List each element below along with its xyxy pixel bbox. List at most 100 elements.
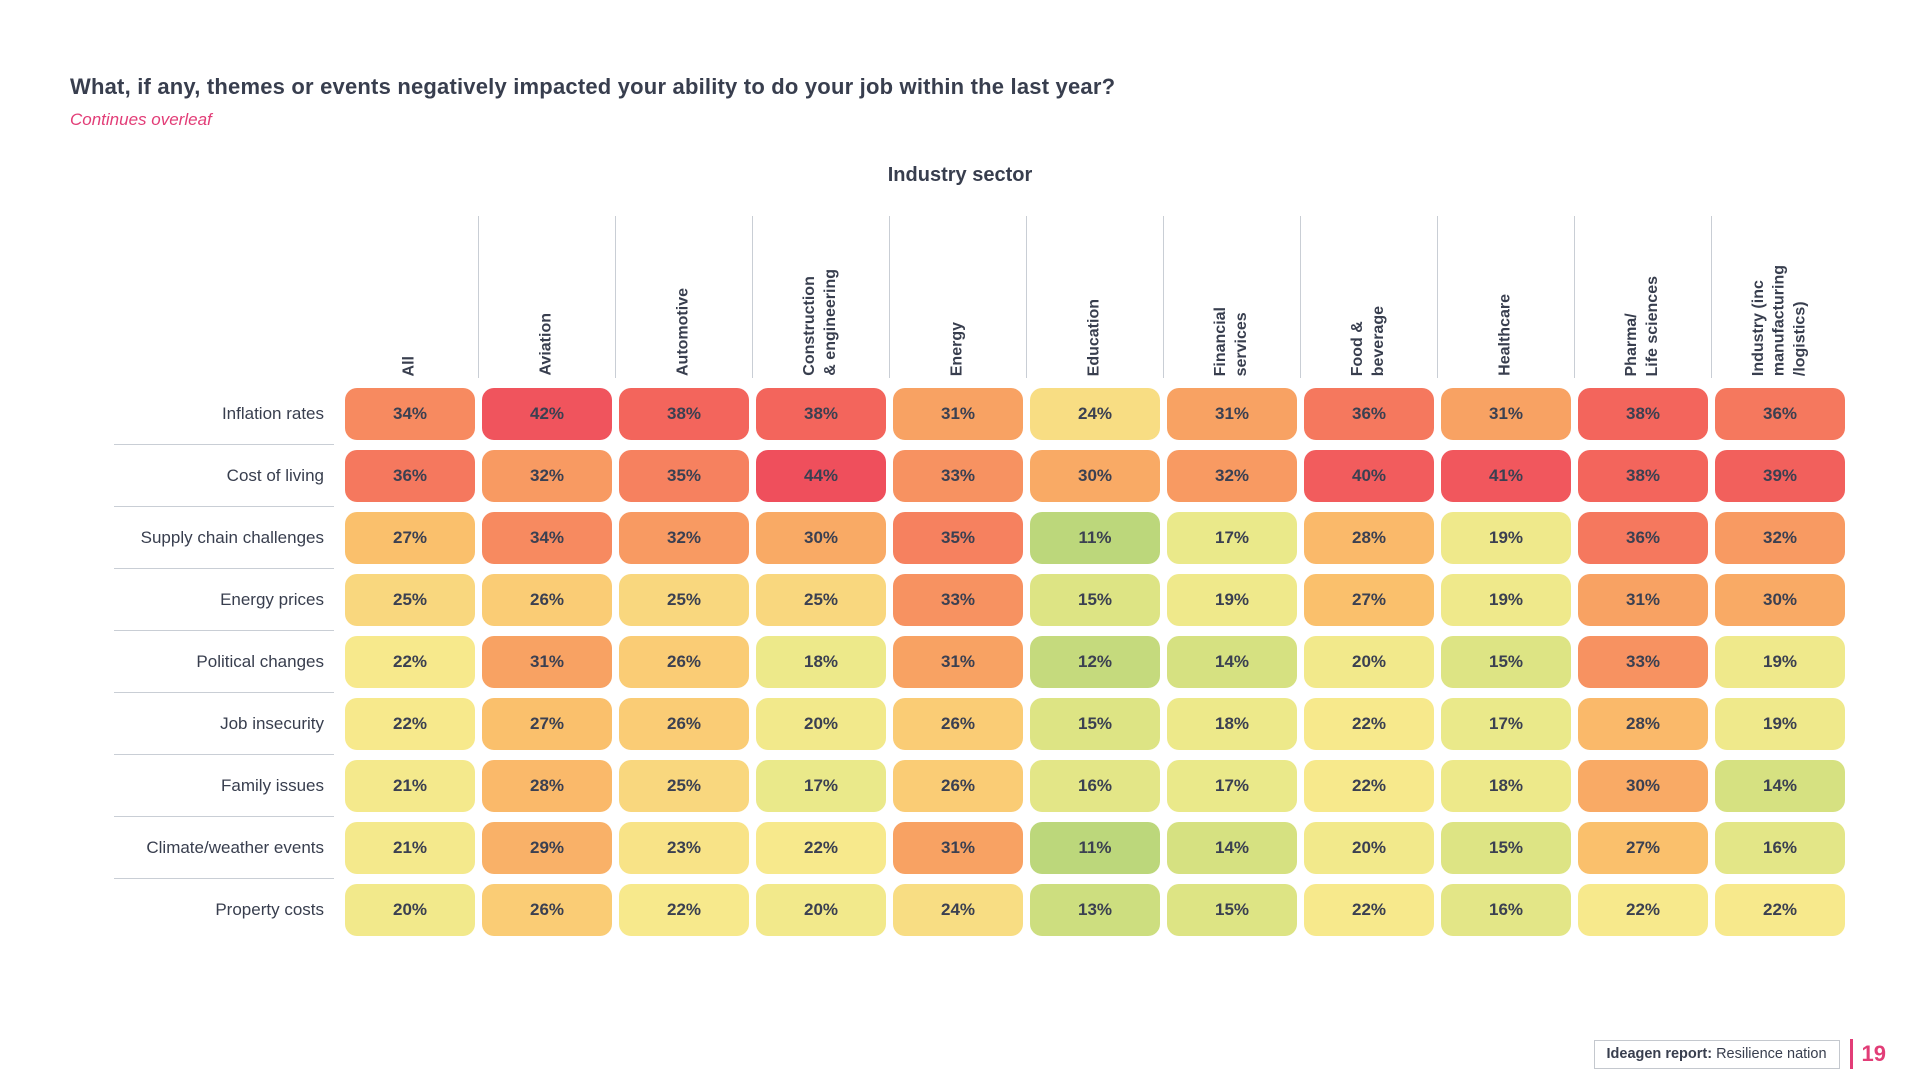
- column-header-label: Healthcare: [1496, 294, 1514, 376]
- heatmap-cell: 30%: [1578, 760, 1708, 812]
- heatmap-cell: 11%: [1030, 822, 1160, 874]
- row-label: Supply chain challenges: [70, 512, 338, 569]
- heatmap-cell: 26%: [482, 574, 612, 626]
- heatmap-cell: 26%: [893, 760, 1023, 812]
- column-header: Financial services: [1163, 216, 1297, 378]
- heatmap-cell: 39%: [1715, 450, 1845, 502]
- heatmap-cell: 32%: [1167, 450, 1297, 502]
- heatmap-cell: 27%: [482, 698, 612, 750]
- heatmap-cell: 31%: [1441, 388, 1571, 440]
- heatmap-cell: 41%: [1441, 450, 1571, 502]
- industry-sector-header: Industry sector: [887, 164, 1033, 186]
- heatmap-cell: 18%: [1167, 698, 1297, 750]
- heatmap-cell: 11%: [1030, 512, 1160, 564]
- heatmap-cell: 22%: [345, 636, 475, 688]
- heatmap-cell: 16%: [1441, 884, 1571, 936]
- heatmap-cell: 33%: [1578, 636, 1708, 688]
- heatmap-cell: 30%: [756, 512, 886, 564]
- row-label: Energy prices: [70, 574, 338, 631]
- heatmap-cell: 20%: [1304, 636, 1434, 688]
- heatmap-cell: 42%: [482, 388, 612, 440]
- footer-divider: [1849, 1039, 1853, 1069]
- heatmap-cell: 32%: [619, 512, 749, 564]
- heatmap-cell: 33%: [893, 450, 1023, 502]
- heatmap-cell: 16%: [1715, 822, 1845, 874]
- heatmap-cell: 36%: [345, 450, 475, 502]
- column-header-label: Education: [1085, 298, 1103, 376]
- heatmap-cell: 22%: [1578, 884, 1708, 936]
- heatmap-cell: 13%: [1030, 884, 1160, 936]
- heatmap-cell: 17%: [756, 760, 886, 812]
- report-footer-name: Resilience nation: [1716, 1045, 1827, 1062]
- heatmap-cell: 22%: [1715, 884, 1845, 936]
- heatmap-cell: 20%: [345, 884, 475, 936]
- row-label: Property costs: [215, 900, 324, 919]
- column-header: Energy: [889, 216, 1023, 378]
- heatmap-cell: 21%: [345, 822, 475, 874]
- heatmap-cell: 35%: [619, 450, 749, 502]
- heatmap-cell: 28%: [482, 760, 612, 812]
- heatmap-cell: 24%: [893, 884, 1023, 936]
- heatmap-cell: 26%: [482, 884, 612, 936]
- heatmap-cell: 18%: [756, 636, 886, 688]
- page-title: What, if any, themes or events negativel…: [70, 74, 1116, 99]
- heatmap-cell: 36%: [1715, 388, 1845, 440]
- heatmap-cell: 15%: [1167, 884, 1297, 936]
- heatmap-cell: 15%: [1441, 636, 1571, 688]
- heatmap-cell: 32%: [482, 450, 612, 502]
- heatmap-cell: 19%: [1715, 636, 1845, 688]
- heatmap-cell: 32%: [1715, 512, 1845, 564]
- column-header: Industry (inc manufacturing /logistics): [1711, 216, 1845, 378]
- heatmap-cell: 28%: [1304, 512, 1434, 564]
- heatmap-cell: 44%: [756, 450, 886, 502]
- column-header-label: Industry (inc manufacturing /logistics): [1749, 264, 1809, 376]
- report-footer-label: Ideagen report: Resilience nation: [1593, 1039, 1840, 1069]
- heatmap-cell: 23%: [619, 822, 749, 874]
- heatmap-cell: 31%: [482, 636, 612, 688]
- heatmap-cell: 22%: [1304, 760, 1434, 812]
- heatmap-cell: 26%: [893, 698, 1023, 750]
- heatmap-cell: 35%: [893, 512, 1023, 564]
- heatmap-cell: 30%: [1715, 574, 1845, 626]
- heatmap-cell: 22%: [345, 698, 475, 750]
- heatmap-cell: 19%: [1441, 574, 1571, 626]
- column-header: Pharma/ Life sciences: [1574, 216, 1708, 378]
- row-label: Climate/weather events: [70, 822, 338, 879]
- heatmap-cell: 15%: [1441, 822, 1571, 874]
- column-header-label: Food & beverage: [1349, 305, 1387, 376]
- heatmap-cell: 38%: [1578, 388, 1708, 440]
- heatmap-cell: 38%: [756, 388, 886, 440]
- heatmap-cell: 20%: [756, 884, 886, 936]
- heatmap-cell: 38%: [619, 388, 749, 440]
- heatmap-cell: 40%: [1304, 450, 1434, 502]
- heatmap-cell: 33%: [893, 574, 1023, 626]
- column-header-label: Automotive: [674, 288, 692, 376]
- column-header: Automotive: [615, 216, 749, 378]
- heatmap-cell: 14%: [1167, 636, 1297, 688]
- heatmap-cell: 34%: [345, 388, 475, 440]
- column-header: Construction & engineering: [752, 216, 886, 378]
- heatmap-cell: 16%: [1030, 760, 1160, 812]
- heatmap-cell: 36%: [1304, 388, 1434, 440]
- heatmap-cell: 19%: [1441, 512, 1571, 564]
- heatmap-cell: 26%: [619, 636, 749, 688]
- heatmap-cell: 19%: [1715, 698, 1845, 750]
- row-label: Job insecurity: [70, 698, 338, 755]
- column-header-label: Pharma/ Life sciences: [1623, 275, 1661, 377]
- column-header-label: Aviation: [537, 313, 555, 376]
- column-header: Education: [1026, 216, 1160, 378]
- heatmap-cell: 38%: [1578, 450, 1708, 502]
- heatmap-cell: 22%: [619, 884, 749, 936]
- heatmap-cell: 27%: [1304, 574, 1434, 626]
- column-header: Food & beverage: [1300, 216, 1434, 378]
- heatmap-cell: 17%: [1441, 698, 1571, 750]
- row-label: Inflation rates: [70, 388, 338, 445]
- heatmap-cell: 22%: [1304, 698, 1434, 750]
- heatmap-cell: 15%: [1030, 574, 1160, 626]
- table-corner: [70, 216, 338, 378]
- heatmap-cell: 21%: [345, 760, 475, 812]
- heatmap-cell: 15%: [1030, 698, 1160, 750]
- heatmap-cell: 30%: [1030, 450, 1160, 502]
- heatmap-cell: 25%: [619, 760, 749, 812]
